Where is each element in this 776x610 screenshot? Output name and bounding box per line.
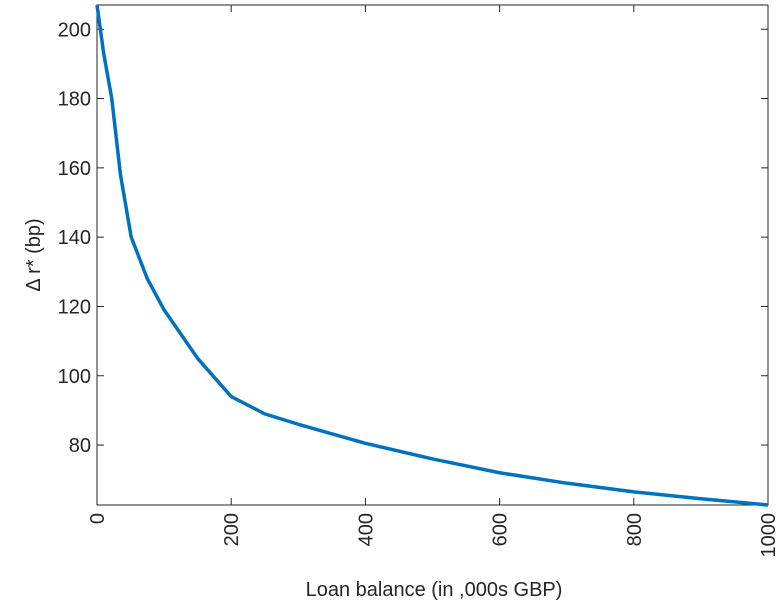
x-tick-label: 800 (624, 513, 646, 546)
x-tick-label: 200 (221, 513, 243, 546)
x-axis-label: Loan balance (in ,000s GBP) (306, 579, 563, 601)
plot-frame (96, 4, 769, 506)
y-tick-label: 160 (58, 158, 91, 180)
x-tick-label: 600 (490, 513, 512, 546)
data-line (95, 4, 769, 507)
y-tick-label: 180 (58, 89, 91, 111)
x-tick-label: 1000 (758, 513, 776, 558)
y-tick-label: 140 (58, 227, 91, 249)
y-tick-label: 100 (58, 366, 91, 388)
y-tick-label: 80 (69, 435, 91, 457)
y-tick-label: 200 (58, 19, 91, 41)
x-tick-label: 0 (87, 513, 109, 524)
y-tick-label: 120 (58, 296, 91, 318)
y-axis-label: Δ r* (bp) (23, 218, 45, 291)
x-tick-label: 400 (355, 513, 377, 546)
